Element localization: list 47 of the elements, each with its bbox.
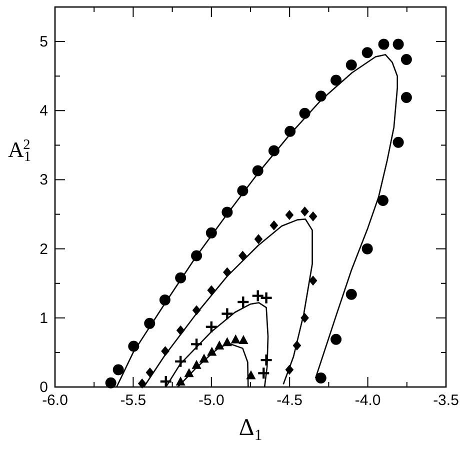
point [257, 366, 270, 380]
point [346, 60, 357, 71]
y-tick-label: 4 [40, 102, 48, 120]
point [377, 194, 388, 206]
point [138, 378, 146, 389]
point [190, 338, 204, 351]
point [315, 372, 326, 384]
x-axis-title: Δ$_{1}$ [238, 415, 262, 444]
point [270, 220, 278, 230]
point [112, 364, 124, 376]
x-tick-label: -4.0 [354, 392, 381, 409]
point [400, 54, 412, 66]
y-tick-label: 1 [40, 310, 48, 327]
point [392, 136, 404, 148]
x-tick-label: -3.5 [433, 392, 459, 409]
x-tick-label: -5.5 [120, 392, 146, 409]
point [300, 206, 309, 217]
y-tick-label: 3 [40, 172, 48, 189]
point [285, 210, 294, 220]
y-tick-label: 5 [40, 34, 48, 51]
point [330, 334, 342, 345]
point [260, 353, 273, 367]
point [346, 288, 357, 300]
point [254, 234, 263, 244]
point [308, 276, 318, 286]
point [362, 47, 373, 58]
point [251, 289, 264, 302]
point [400, 92, 412, 104]
point [236, 295, 250, 309]
point [378, 38, 390, 50]
point [260, 291, 273, 304]
point [238, 335, 248, 344]
point [174, 354, 188, 368]
point [330, 74, 342, 86]
point [207, 285, 216, 296]
point [392, 38, 404, 50]
point [220, 307, 234, 320]
point [105, 377, 116, 388]
point [238, 250, 247, 261]
point [246, 370, 256, 380]
point [230, 334, 240, 344]
y-tick-label: 2 [40, 240, 48, 258]
x-tick-label: -4.5 [276, 392, 303, 409]
point [362, 243, 373, 254]
x-tick-label: -5.0 [198, 392, 224, 409]
point [308, 211, 318, 222]
point [204, 320, 218, 334]
